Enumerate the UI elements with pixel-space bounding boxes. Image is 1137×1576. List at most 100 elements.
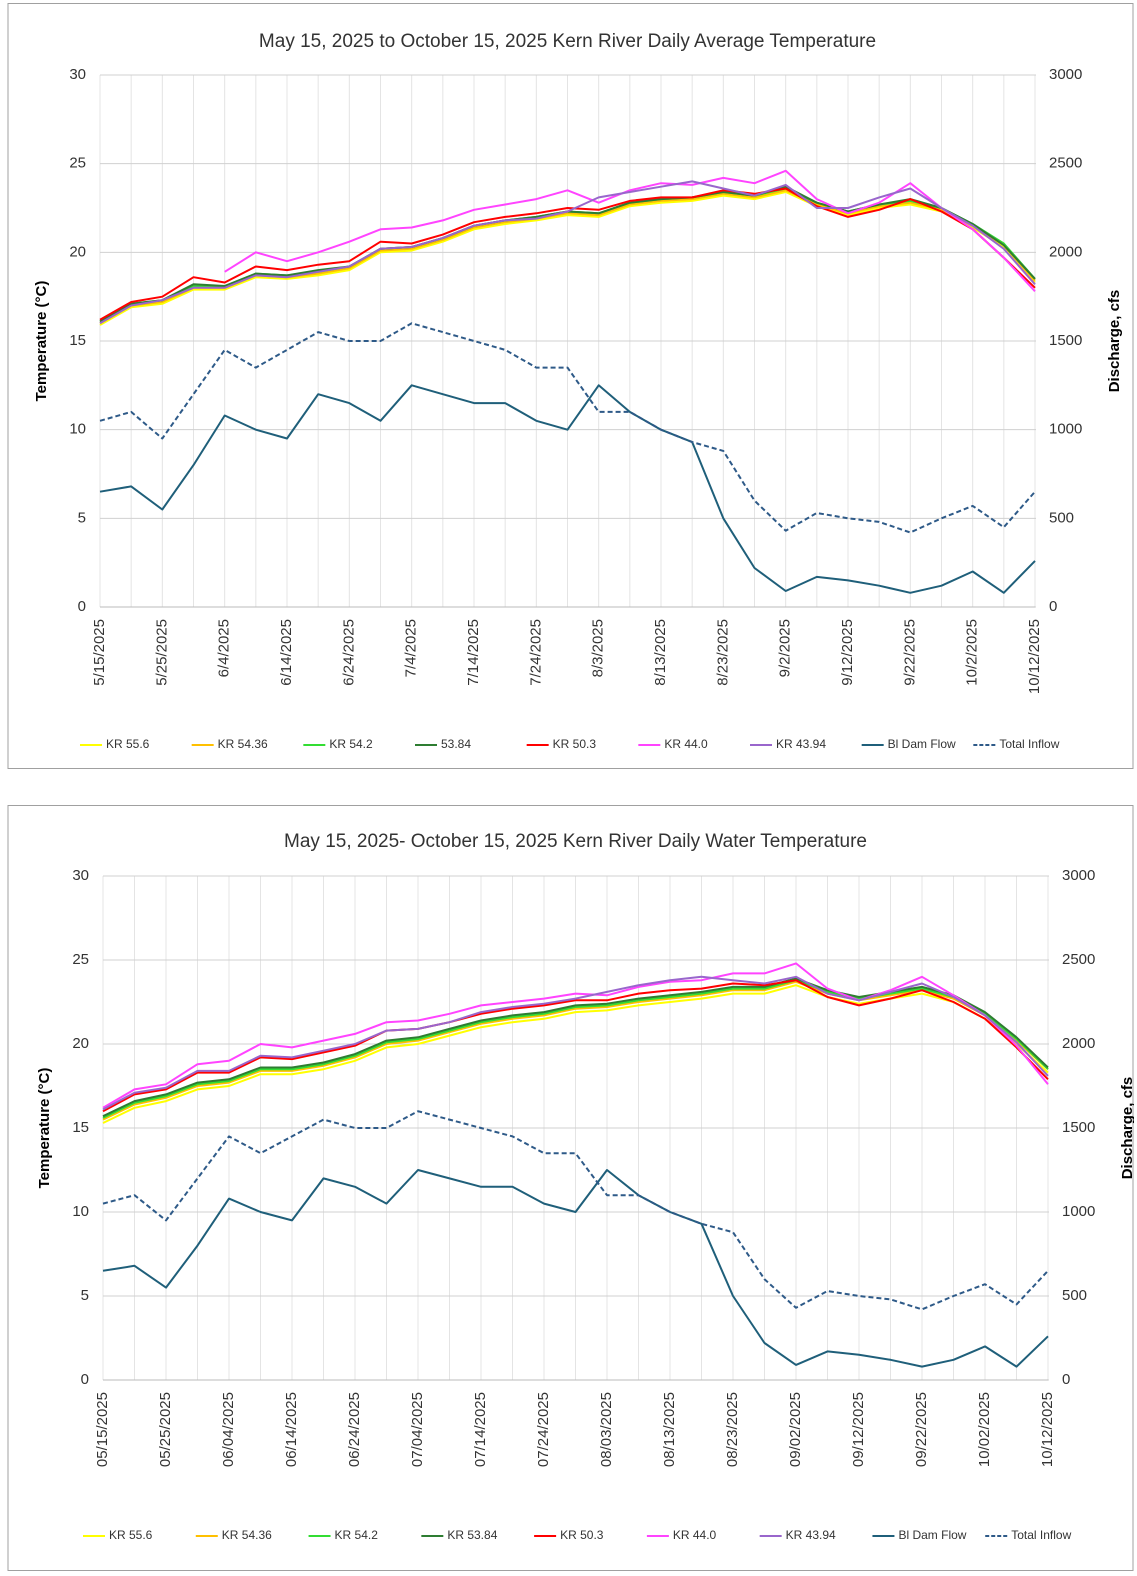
y2-tick-label: 1000	[1049, 421, 1082, 438]
y-tick-label: 0	[78, 598, 86, 615]
x-tick-label: 6/24/2025	[340, 619, 357, 686]
legend-label: Total Inflow	[999, 737, 1059, 751]
y2-tick-label: 2000	[1049, 243, 1082, 260]
chart-panel: May 15, 2025 to October 15, 2025 Kern Ri…	[7, 3, 1134, 769]
series-line	[99, 180, 1036, 325]
series-line	[102, 962, 1049, 1109]
y-tick-label: 20	[72, 1035, 89, 1052]
x-tick-label: 08/03/2025	[598, 1392, 615, 1467]
x-tick-label: 8/3/2025	[590, 619, 607, 677]
legend-label: KR 54.36	[222, 1528, 272, 1542]
series-line	[102, 980, 1049, 1121]
legend-label: KR 55.6	[109, 1528, 153, 1542]
y-axis-title: Temperature (°C)	[36, 1068, 53, 1189]
y-tick-label: 0	[81, 1371, 89, 1388]
y2-tick-label: 3000	[1049, 66, 1082, 83]
legend-label: KR 55.6	[106, 737, 150, 751]
y-tick-label: 5	[81, 1287, 89, 1304]
x-tick-label: 09/12/2025	[850, 1392, 867, 1467]
x-tick-label: 09/22/2025	[913, 1392, 930, 1467]
x-tick-label: 7/4/2025	[403, 619, 420, 677]
legend-label: Bl Dam Flow	[888, 737, 956, 751]
y-tick-label: 10	[72, 1203, 89, 1220]
x-tick-label: 8/13/2025	[652, 619, 669, 686]
x-tick-label: 05/25/2025	[157, 1392, 174, 1467]
x-tick-label: 5/15/2025	[91, 619, 108, 686]
y-tick-label: 5	[78, 509, 86, 526]
series-line	[102, 979, 1049, 1113]
panel-border	[7, 3, 1134, 769]
x-tick-label: 09/02/2025	[787, 1392, 804, 1467]
x-tick-label: 6/14/2025	[278, 619, 295, 686]
legend-label: KR 50.3	[553, 737, 597, 751]
series-line	[99, 322, 1036, 534]
x-tick-label: 9/22/2025	[901, 619, 918, 686]
legend-label: KR 54.2	[335, 1528, 379, 1542]
x-tick-label: 9/12/2025	[839, 619, 856, 686]
x-tick-label: 7/24/2025	[527, 619, 544, 686]
series-line	[99, 191, 1036, 326]
y2-tick-label: 3000	[1062, 867, 1095, 884]
chart-panel: May 15, 2025- October 15, 2025 Kern Rive…	[7, 805, 1134, 1571]
y2-tick-label: 500	[1062, 1287, 1087, 1304]
x-tick-label: 9/2/2025	[777, 619, 794, 677]
x-tick-label: 7/14/2025	[465, 619, 482, 686]
y2-tick-label: 2500	[1049, 155, 1082, 172]
series-line	[102, 975, 1049, 1111]
y-tick-label: 10	[69, 421, 86, 438]
y-tick-label: 20	[69, 243, 86, 260]
legend-label: Total Inflow	[1011, 1528, 1071, 1542]
y2-tick-label: 2000	[1062, 1035, 1095, 1052]
y2-tick-label: 2500	[1062, 951, 1095, 968]
y2-axis-title: Discharge, cfs	[1119, 1077, 1134, 1180]
legend-label: KR 44.0	[673, 1528, 717, 1542]
x-tick-label: 05/15/2025	[94, 1392, 111, 1467]
legend-label: Bl Dam Flow	[898, 1528, 966, 1542]
legend-label: KR 44.0	[664, 737, 708, 751]
x-tick-label: 10/12/2025	[1039, 1392, 1056, 1467]
x-tick-label: 06/04/2025	[220, 1392, 237, 1467]
y2-tick-label: 1500	[1062, 1119, 1095, 1136]
y-tick-label: 30	[72, 867, 89, 884]
y-tick-label: 15	[69, 332, 86, 349]
y-tick-label: 30	[69, 66, 86, 83]
y2-axis-title: Discharge, cfs	[1106, 290, 1123, 393]
legend-label: 53.84	[441, 737, 471, 751]
x-tick-label: 07/14/2025	[472, 1392, 489, 1467]
y-tick-label: 25	[69, 155, 86, 172]
x-tick-label: 10/02/2025	[976, 1392, 993, 1467]
y2-tick-label: 0	[1062, 1371, 1070, 1388]
legend: KR 55.6 KR 54.36 KR 54.2 KR 53.84 KR 50.3 KR …	[83, 1528, 1072, 1542]
x-tick-label: 6/4/2025	[216, 619, 233, 677]
x-tick-label: 10/2/2025	[964, 619, 981, 686]
legend-label: KR 53.84	[447, 1528, 497, 1542]
series-line	[102, 979, 1049, 1119]
x-tick-label: 08/13/2025	[661, 1392, 678, 1467]
series-line	[102, 1169, 1049, 1368]
x-tick-label: 06/24/2025	[346, 1392, 363, 1467]
legend-label: KR 50.3	[560, 1528, 604, 1542]
chart-title: May 15, 2025- October 15, 2025 Kern Rive…	[284, 831, 867, 852]
x-tick-label: 5/25/2025	[153, 619, 170, 686]
legend-label: KR 43.94	[776, 737, 826, 751]
legend-label: KR 54.36	[218, 737, 268, 751]
y-axis-title: Temperature (°C)	[33, 281, 50, 402]
y2-tick-label: 0	[1049, 598, 1057, 615]
y2-tick-label: 1000	[1062, 1203, 1095, 1220]
y2-tick-label: 500	[1049, 509, 1074, 526]
legend: KR 55.6 KR 54.36 KR 54.2 53.84 KR 50.3 KR 44.…	[80, 737, 1060, 751]
x-tick-label: 06/14/2025	[283, 1392, 300, 1467]
x-tick-label: 08/23/2025	[724, 1392, 741, 1467]
legend-label: KR 54.2	[329, 737, 373, 751]
legend-label: KR 43.94	[786, 1528, 836, 1542]
panel-border	[7, 805, 1134, 1571]
series-line	[99, 187, 1036, 321]
x-tick-label: 07/04/2025	[409, 1392, 426, 1467]
chart-title: May 15, 2025 to October 15, 2025 Kern Ri…	[259, 31, 876, 52]
series-line	[99, 384, 1036, 594]
x-tick-label: 8/23/2025	[714, 619, 731, 686]
series-line	[224, 169, 1036, 292]
x-tick-label: 07/24/2025	[535, 1392, 552, 1467]
y-tick-label: 25	[72, 951, 89, 968]
